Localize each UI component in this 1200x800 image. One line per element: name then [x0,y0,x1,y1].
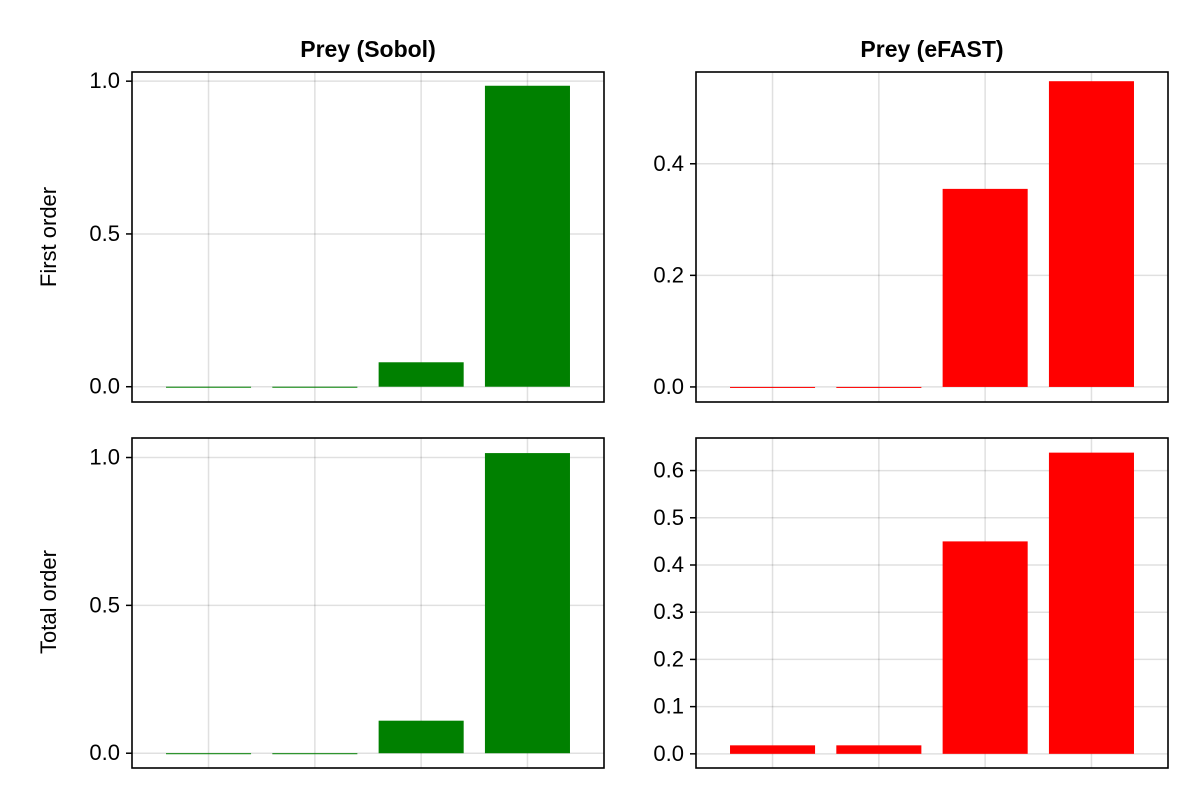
y-tick-label: 0.0 [653,741,684,766]
bars [730,452,1134,754]
bar [484,85,570,387]
bar [1048,452,1134,754]
bar [730,745,816,754]
chart-title: Prey (Sobol) [300,36,435,62]
panel-efast-total-order: 0.0 0.1 0.2 0.3 0.4 0.5 0.6 [653,437,1169,769]
bar [730,386,816,388]
bar [836,386,922,388]
y-tick-label: 0.2 [653,646,684,671]
bar [942,541,1028,754]
y-tick-label: 0.4 [653,552,684,577]
bar [272,386,358,388]
plot-frame [131,437,605,769]
y-tick-label: 0.0 [89,374,120,399]
y-axis-label: First order [36,187,61,287]
bar [378,720,464,754]
panel-sobol-total-order: Total order 0.0 0.5 1.0 [36,437,605,769]
bar [166,753,252,755]
y-tick-label: 0.1 [653,694,684,719]
bar [272,753,358,755]
bar [166,386,252,388]
y-tick-label: 0.6 [653,458,684,483]
y-tick-label: 0.5 [89,221,120,246]
y-ticks: 0.0 0.2 0.4 [653,151,696,399]
panel-sobol-first-order: Prey (Sobol) First order 0.0 0.5 1.0 [36,36,605,403]
y-tick-label: 0.5 [653,505,684,530]
bar [1048,81,1134,387]
y-ticks: 0.0 0.5 1.0 [89,68,132,399]
plot-frame [695,437,1169,769]
chart-title: Prey (eFAST) [860,36,1003,62]
y-tick-label: 1.0 [89,68,120,93]
bar [484,453,570,754]
y-tick-label: 0.2 [653,262,684,287]
y-tick-label: 0.0 [653,374,684,399]
y-ticks: 0.0 0.1 0.2 0.3 0.4 0.5 0.6 [653,458,696,766]
plot-frame [131,71,605,403]
panel-efast-first-order: Prey (eFAST) 0.0 0.2 0.4 [653,36,1169,403]
bars [166,85,570,388]
y-ticks: 0.0 0.5 1.0 [89,445,132,765]
bar [942,188,1028,387]
y-tick-label: 1.0 [89,445,120,470]
bar [378,362,464,387]
bar [836,745,922,754]
y-tick-label: 0.3 [653,599,684,624]
y-tick-label: 0.0 [89,740,120,765]
bars [730,81,1134,388]
y-tick-label: 0.5 [89,592,120,617]
y-tick-label: 0.4 [653,151,684,176]
y-axis-label: Total order [36,550,61,654]
plot-frame [695,71,1169,403]
bars [166,453,570,755]
